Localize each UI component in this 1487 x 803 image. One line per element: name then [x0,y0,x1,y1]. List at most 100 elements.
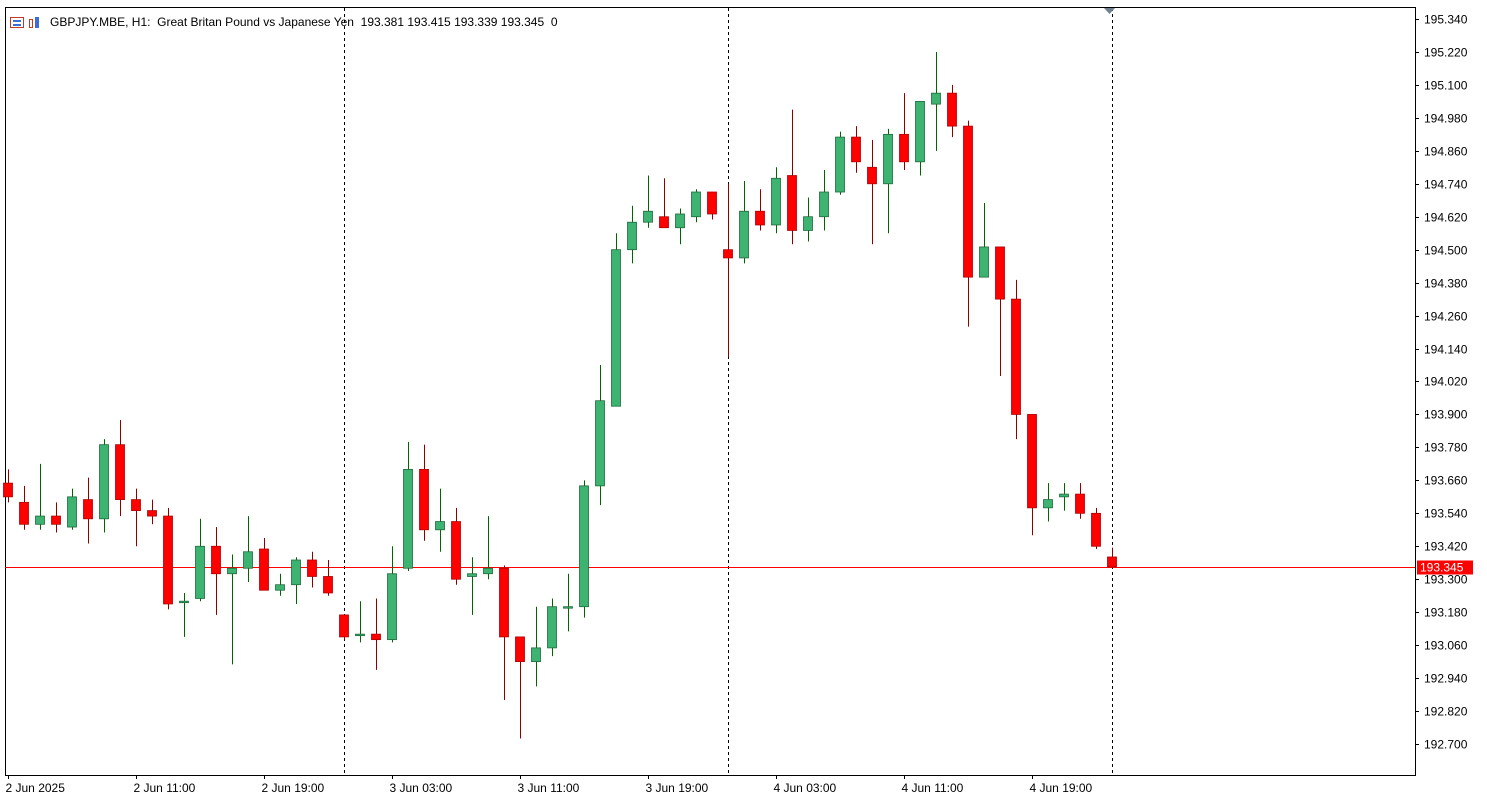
price-tick-label: 192.700 [1424,738,1468,752]
candle[interactable] [227,554,237,665]
candle[interactable] [195,518,205,602]
price-axis[interactable]: 195.340 195.220 195.100 194.980 194.860 194.7… [1415,13,1468,752]
candles[interactable] [3,51,1117,739]
candle[interactable] [435,488,445,552]
candle[interactable] [83,477,93,544]
candle[interactable] [179,592,189,637]
price-tick-label: 193.780 [1424,441,1468,455]
candle[interactable] [915,100,925,176]
candle[interactable] [35,463,45,530]
bull-candle-body [739,210,749,259]
candle[interactable] [1059,483,1069,511]
candle[interactable] [867,139,877,245]
candle[interactable] [723,183,733,357]
candle[interactable] [67,488,77,530]
candle[interactable] [499,565,509,701]
candle[interactable] [643,175,653,228]
bull-candle-body [67,496,77,528]
candle[interactable] [755,189,765,231]
candle[interactable] [819,170,829,231]
candle[interactable] [339,614,349,640]
candle[interactable] [595,365,605,506]
candle[interactable] [979,202,989,278]
bear-candle-body [163,515,173,605]
price-tick-label: 192.940 [1424,672,1468,686]
candle[interactable] [1043,483,1053,522]
candle[interactable] [515,636,525,739]
candle[interactable] [771,167,781,234]
candle[interactable] [899,93,909,171]
candle[interactable] [387,546,397,643]
candle[interactable] [947,84,957,138]
candle[interactable] [1027,414,1037,536]
candle[interactable] [355,601,365,643]
price-tick-label: 194.260 [1424,310,1468,324]
candle[interactable] [931,51,941,151]
candle[interactable] [467,557,477,615]
candle[interactable] [3,469,13,503]
candle[interactable] [627,205,637,264]
candle[interactable] [739,181,749,264]
candle[interactable] [1107,547,1117,569]
candlestick-chart-icon[interactable] [28,16,42,29]
price-tick-label: 195.220 [1424,46,1468,60]
candle[interactable] [163,507,173,610]
candle[interactable] [787,109,797,245]
candle[interactable] [307,551,317,588]
candle[interactable] [563,573,573,632]
candle[interactable] [483,516,493,580]
price-tick-label: 193.540 [1424,507,1468,521]
candle[interactable] [611,233,621,407]
candle[interactable] [147,499,157,525]
price-tick-label: 195.100 [1424,79,1468,93]
bull-candle-body [931,92,941,105]
candle[interactable] [419,444,429,541]
candle[interactable] [883,128,893,234]
candle[interactable] [851,126,861,173]
candle[interactable] [19,485,29,530]
bull-candle-body [595,400,605,487]
candle[interactable] [659,178,669,229]
time-tick-label: 2 Jun 11:00 [134,781,196,795]
bull-candle-body [387,573,397,641]
bull-candle-body [243,551,253,569]
candle[interactable] [1091,507,1101,550]
shift-marker-icon[interactable] [1104,8,1115,14]
candle[interactable] [995,246,1005,377]
candle[interactable] [547,598,557,657]
candle[interactable] [275,573,285,596]
candle[interactable] [259,538,269,591]
candle[interactable] [675,208,685,245]
candle[interactable] [531,606,541,687]
candle[interactable] [323,560,333,596]
candle[interactable] [211,527,221,615]
candle[interactable] [371,598,381,670]
candle[interactable] [403,441,413,571]
candle[interactable] [1075,483,1085,519]
candle[interactable] [835,131,845,195]
candle[interactable] [451,507,461,585]
time-axis[interactable]: 2 Jun 2025 2 Jun 11:00 2 Jun 19:00 3 Jun 03… [6,775,1093,795]
price-tick-label: 194.860 [1424,145,1468,159]
bear-candle-body [451,521,461,580]
candle[interactable] [291,557,301,604]
candle[interactable] [131,488,141,547]
candle[interactable] [963,120,973,327]
candle[interactable] [803,197,813,242]
bull-candle-body [835,136,845,193]
candle[interactable] [707,191,717,220]
bear-candle-body [211,545,221,575]
candle[interactable] [51,502,61,533]
candle[interactable] [579,480,589,618]
market-watch-icon[interactable] [10,16,24,28]
candle[interactable] [115,419,125,517]
candle[interactable] [1011,279,1021,440]
candle[interactable] [243,516,253,582]
bull-candle-body [1059,493,1069,498]
candle[interactable] [691,189,701,223]
candle[interactable] [99,439,109,533]
bull-candle-body [883,133,893,185]
bull-candle-body [579,485,589,608]
